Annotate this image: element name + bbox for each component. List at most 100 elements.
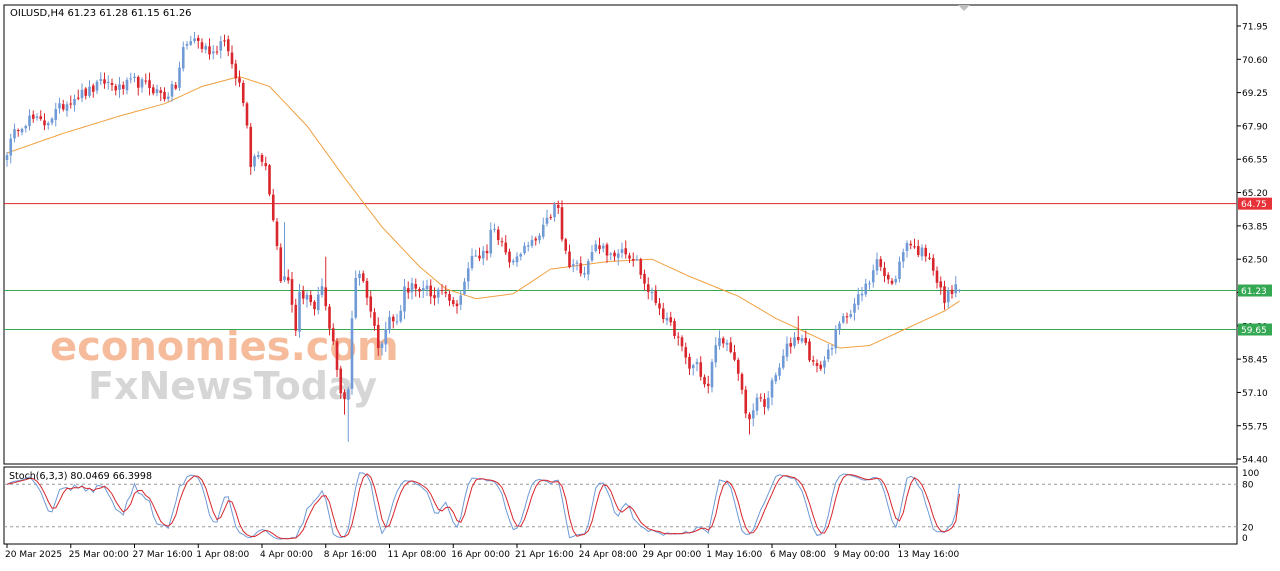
candle: [609, 252, 613, 261]
candle: [860, 287, 864, 302]
candle-body: [294, 304, 298, 331]
candle-body: [88, 86, 91, 96]
candle-body: [466, 268, 470, 282]
candle-body: [91, 85, 95, 92]
candle: [320, 278, 324, 298]
candle: [635, 255, 639, 262]
candle: [804, 330, 808, 346]
candle: [241, 80, 245, 107]
candle: [856, 287, 860, 310]
candle: [946, 287, 950, 309]
candle: [530, 235, 534, 249]
candle-body: [238, 77, 241, 83]
candle: [121, 81, 125, 95]
candle-body: [939, 281, 943, 288]
candle: [943, 280, 946, 310]
candle-body: [928, 257, 931, 259]
candle: [691, 363, 695, 376]
candle-body: [241, 83, 245, 103]
candle: [433, 287, 436, 306]
candle: [508, 248, 511, 268]
candle: [271, 188, 275, 222]
candle-body: [519, 254, 523, 257]
candle: [504, 235, 508, 255]
candle: [879, 256, 883, 272]
candle-body: [148, 80, 151, 89]
candle: [283, 222, 286, 283]
candle: [673, 318, 676, 339]
candle: [151, 84, 155, 96]
candle: [736, 357, 740, 381]
candle-body: [31, 114, 35, 119]
candle: [238, 70, 241, 87]
candle: [264, 156, 268, 171]
candle: [646, 277, 650, 300]
candle: [958, 289, 961, 293]
candle-body: [399, 310, 403, 322]
candle-body: [691, 365, 695, 368]
candle-body: [605, 244, 609, 256]
candle: [35, 113, 39, 121]
candle-body: [305, 294, 309, 300]
candle: [290, 272, 294, 313]
candle-body: [73, 98, 76, 106]
candle: [28, 109, 31, 131]
candle-body: [545, 217, 549, 224]
candle-body: [793, 337, 796, 346]
candle: [39, 110, 43, 121]
time-tick-label: 20 Mar 2025: [5, 550, 62, 560]
candle-body: [121, 84, 125, 89]
candle: [523, 242, 526, 255]
candle: [466, 262, 470, 290]
candle: [440, 284, 444, 295]
candle: [898, 256, 901, 283]
candle: [721, 336, 725, 348]
candle: [230, 45, 234, 69]
candle-body: [316, 294, 320, 311]
candle: [129, 72, 133, 84]
candle-body: [448, 294, 451, 301]
candle-body: [695, 362, 699, 365]
candle: [110, 78, 114, 91]
chart-shift-marker[interactable]: [958, 5, 970, 11]
candle-body: [155, 89, 159, 93]
candle-body: [673, 321, 676, 337]
candle: [601, 243, 605, 253]
candle: [575, 260, 579, 271]
candle-body: [380, 343, 384, 348]
watermark: economies.com FxNewsToday: [50, 324, 399, 408]
candle-body: [369, 296, 373, 312]
candle: [808, 338, 811, 363]
candle-body: [710, 361, 714, 388]
candle-body: [620, 249, 624, 253]
candle: [204, 43, 208, 54]
candle-body: [871, 270, 875, 283]
candle: [826, 343, 830, 362]
candle-body: [661, 308, 665, 320]
candle-body: [223, 40, 226, 42]
candle: [474, 249, 478, 257]
candle-body: [95, 81, 99, 91]
candle: [894, 275, 898, 285]
candle: [665, 312, 669, 326]
candle-body: [313, 301, 316, 310]
price-tag-box: [1238, 197, 1272, 210]
candle-body: [493, 228, 496, 230]
candle: [493, 223, 496, 233]
candle: [823, 356, 826, 375]
candle: [556, 200, 560, 214]
price-panel-frame: [3, 4, 1238, 465]
horizontal-lines: [4, 203, 1237, 331]
candle-body: [230, 52, 234, 65]
candle: [553, 202, 556, 222]
candle: [901, 248, 905, 268]
candle-body: [556, 205, 560, 208]
candle-body: [901, 252, 905, 262]
watermark-line2: FxNewsToday: [88, 364, 377, 408]
price-tick-label: 57.10: [1242, 389, 1268, 399]
candle: [639, 257, 643, 280]
candle-body: [804, 337, 808, 343]
candle-body: [658, 303, 661, 309]
candle-body: [403, 286, 406, 312]
